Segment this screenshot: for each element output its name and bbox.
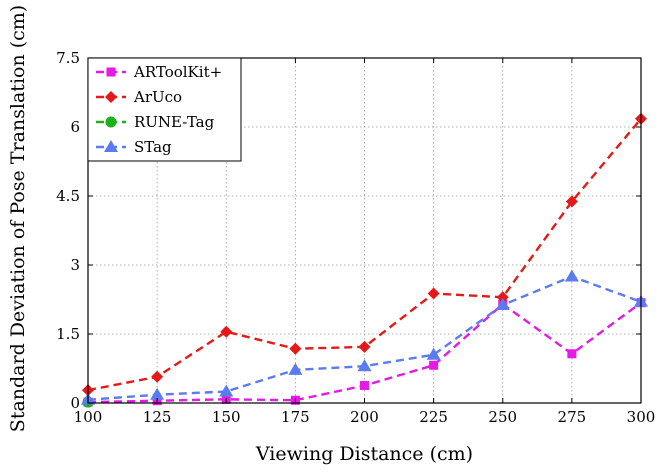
x-tick-label: 200 bbox=[350, 408, 379, 426]
legend-label: ArUco bbox=[133, 88, 182, 106]
data-point bbox=[429, 360, 439, 370]
legend-item: STag bbox=[96, 138, 172, 156]
legend-item: ArUco bbox=[96, 88, 182, 106]
data-point bbox=[151, 370, 164, 383]
y-tick-label: 7.5 bbox=[56, 49, 80, 67]
y-tick-label: 6 bbox=[70, 118, 80, 136]
data-point bbox=[150, 387, 165, 400]
legend-label: ARToolKit+ bbox=[133, 63, 222, 81]
data-point bbox=[358, 340, 371, 353]
data-point bbox=[495, 298, 510, 311]
data-point bbox=[564, 269, 579, 282]
x-tick-label: 225 bbox=[419, 408, 448, 426]
x-tick-label: 175 bbox=[281, 408, 310, 426]
data-point bbox=[357, 359, 372, 372]
legend-marker bbox=[105, 116, 117, 128]
legend-label: RUNE-Tag bbox=[134, 113, 215, 131]
x-tick-label: 300 bbox=[627, 408, 656, 426]
legend-marker bbox=[105, 91, 117, 103]
data-point bbox=[219, 384, 234, 397]
x-tick-label: 125 bbox=[143, 408, 172, 426]
data-point bbox=[360, 381, 369, 391]
legend-label: STag bbox=[134, 138, 172, 156]
legend-marker bbox=[104, 140, 118, 152]
legend: ARToolKit+ ArUco RUNE-Tag STag bbox=[87, 57, 242, 162]
y-tick-label: 3 bbox=[70, 256, 80, 274]
y-tick-label: 1.5 bbox=[56, 325, 80, 343]
data-point bbox=[288, 362, 303, 375]
data-point bbox=[289, 342, 302, 355]
data-point bbox=[496, 291, 509, 304]
legend-item: ARToolKit+ bbox=[96, 63, 222, 81]
data-point bbox=[427, 287, 440, 300]
x-tick-label: 250 bbox=[488, 408, 517, 426]
x-tick-label: 150 bbox=[212, 408, 241, 426]
x-tick-label: 100 bbox=[74, 408, 103, 426]
data-point bbox=[220, 325, 233, 338]
grid-lines bbox=[88, 58, 641, 403]
x-axis-label: Viewing Distance (cm) bbox=[255, 443, 473, 465]
data-point bbox=[565, 195, 578, 208]
data-point bbox=[426, 347, 441, 360]
legend-item: RUNE-Tag bbox=[96, 113, 215, 131]
axis-ticks: 100 125 150 175 200 225 250 275 300 0 1.5 3 4.5 6 7.5 bbox=[56, 49, 655, 426]
y-tick-label: 0 bbox=[70, 394, 80, 412]
y-axis-label: Standard Deviation of Pose Translation (… bbox=[7, 5, 29, 432]
data-point bbox=[567, 349, 577, 359]
y-tick-label: 4.5 bbox=[56, 187, 80, 205]
x-tick-label: 275 bbox=[558, 408, 587, 426]
legend-marker bbox=[106, 67, 116, 77]
